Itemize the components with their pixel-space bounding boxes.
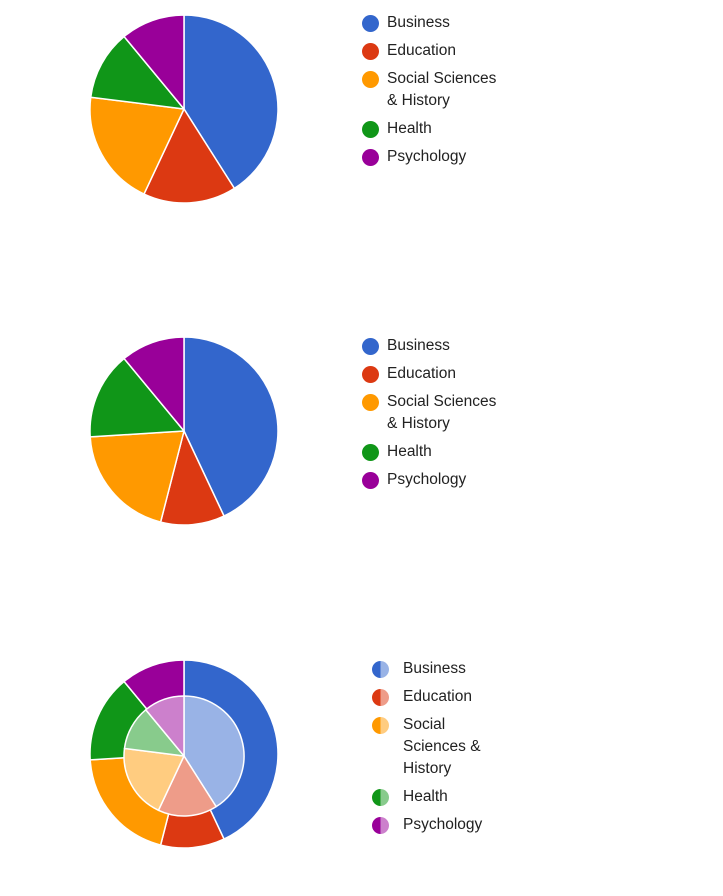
legend-label: Education <box>387 42 456 59</box>
legend-label: Social Sciences <box>387 393 497 410</box>
legend-label: Health <box>387 443 432 460</box>
legend-item-business[interactable]: Business <box>361 12 521 34</box>
legend-label: History <box>403 760 452 777</box>
legend-item-health[interactable]: Health <box>361 118 521 140</box>
pie-chart-2: Business Education Social Sciences & Histor… <box>0 323 723 573</box>
inner-slice-psychology[interactable] <box>145 695 185 757</box>
legend-item-psychology[interactable]: Psychology <box>361 469 521 491</box>
pie-chart-2-plot <box>89 336 279 526</box>
legend-item-health[interactable]: Health <box>361 441 521 463</box>
legend-marker <box>372 817 389 834</box>
legend-marker <box>362 444 379 461</box>
legend-item-education[interactable]: Education <box>361 363 521 385</box>
legend-item-social-sciences-and-history[interactable]: Social Sciences & History <box>361 68 521 112</box>
legend-label: Business <box>387 14 450 31</box>
legend-label: Sciences & <box>403 738 481 755</box>
legend-label: Social Sciences <box>387 70 497 87</box>
legend-label: Social <box>403 716 446 733</box>
legend-label: & History <box>387 415 450 432</box>
slice-social-sciences-and-history[interactable] <box>89 96 185 195</box>
slice-social-sciences-and-history[interactable] <box>89 430 185 523</box>
legend-marker <box>362 149 379 166</box>
legend-item-psychology[interactable]: Psychology <box>361 146 521 168</box>
slice-psychology[interactable] <box>123 336 185 432</box>
slice-psychology[interactable] <box>123 14 185 110</box>
legend-marker <box>362 338 379 355</box>
legend-label: Psychology <box>387 148 467 165</box>
legend-item-education[interactable]: Education <box>370 686 490 708</box>
legend-item-business[interactable]: Business <box>370 658 490 680</box>
legend-label: Health <box>387 120 432 137</box>
pie-chart-1-plot <box>89 14 279 204</box>
legend-marker <box>372 717 389 734</box>
legend-marker <box>362 15 379 32</box>
inner-slice-social-sciences-and-history[interactable] <box>123 747 185 812</box>
legend-label: Health <box>403 788 448 805</box>
donut-comparison-chart-legend: Business Education Social Sciences & History… <box>370 658 490 842</box>
legend-marker <box>362 472 379 489</box>
legend-marker <box>362 121 379 138</box>
legend-label: Business <box>403 660 466 677</box>
legend-marker <box>362 394 379 411</box>
donut-comparison-chart-plot <box>89 659 279 849</box>
legend-label: Psychology <box>387 471 467 488</box>
slice-health[interactable] <box>89 357 185 438</box>
legend-item-education[interactable]: Education <box>361 40 521 62</box>
legend-item-business[interactable]: Business <box>361 335 521 357</box>
inner-slice-education[interactable] <box>157 755 217 817</box>
pie-chart-2-legend: Business Education Social Sciences & Histor… <box>361 335 521 497</box>
legend-label: Business <box>387 337 450 354</box>
legend-marker <box>372 689 389 706</box>
legend-marker <box>362 366 379 383</box>
legend-marker <box>362 71 379 88</box>
legend-item-social-sciences-and-history[interactable]: Social Sciences & History <box>370 714 490 780</box>
slice-business[interactable] <box>183 336 279 517</box>
legend-label: Psychology <box>403 816 483 833</box>
legend-label: & History <box>387 92 450 109</box>
legend-label: Education <box>387 365 456 382</box>
legend-marker <box>362 43 379 60</box>
legend-label: Education <box>403 688 472 705</box>
slice-education[interactable] <box>143 108 236 204</box>
legend-item-psychology[interactable]: Psychology <box>370 814 490 836</box>
legend-item-health[interactable]: Health <box>370 786 490 808</box>
legend-marker <box>372 661 389 678</box>
donut-comparison-chart: Business Education Social Sciences & History… <box>0 646 723 896</box>
slice-health[interactable] <box>89 35 185 110</box>
legend-marker <box>372 789 389 806</box>
pie-chart-1: Business Education Social Sciences & Histor… <box>0 0 723 250</box>
slice-education[interactable] <box>159 430 225 526</box>
pie-chart-1-legend: Business Education Social Sciences & Histor… <box>361 12 521 174</box>
legend-item-social-sciences-and-history[interactable]: Social Sciences & History <box>361 391 521 435</box>
